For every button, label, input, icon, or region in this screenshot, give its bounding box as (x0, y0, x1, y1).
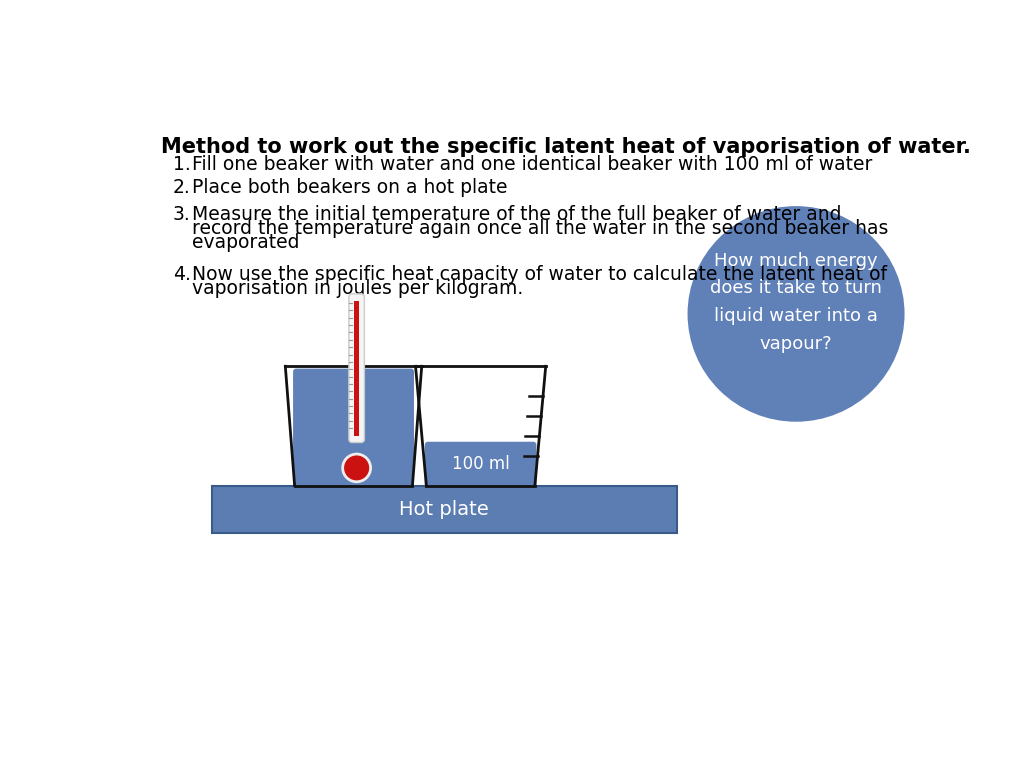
Bar (354, 301, 359, 435)
Text: 100 ml: 100 ml (452, 455, 510, 473)
Text: How much energy
does it take to turn
liquid water into a
vapour?: How much energy does it take to turn liq… (710, 252, 882, 353)
Circle shape (687, 206, 904, 422)
Text: record the temperature again once all the water in the second beaker has: record the temperature again once all th… (191, 219, 888, 238)
Text: evaporated: evaporated (191, 233, 299, 252)
FancyBboxPatch shape (212, 485, 677, 533)
Text: 4.: 4. (173, 266, 190, 284)
Text: vaporisation in joules per kilogram.: vaporisation in joules per kilogram. (191, 280, 523, 298)
FancyBboxPatch shape (349, 294, 365, 442)
Text: Measure the initial temperature of the of the full beaker of water and: Measure the initial temperature of the o… (191, 205, 841, 224)
FancyBboxPatch shape (293, 369, 414, 487)
Text: 3.: 3. (173, 205, 190, 224)
FancyBboxPatch shape (425, 442, 537, 487)
Text: Now use the specific heat capacity of water to calculate the latent heat of: Now use the specific heat capacity of wa… (191, 266, 887, 284)
Text: Place both beakers on a hot plate: Place both beakers on a hot plate (191, 178, 507, 197)
Text: Fill one beaker with water and one identical beaker with 100 ml of water: Fill one beaker with water and one ident… (191, 155, 871, 174)
Text: Method to work out the specific latent heat of vaporisation of water.: Method to work out the specific latent h… (161, 137, 971, 157)
Text: Hot plate: Hot plate (399, 500, 489, 519)
Circle shape (343, 454, 371, 482)
Text: 1.: 1. (173, 155, 190, 174)
Text: 2.: 2. (173, 178, 190, 197)
